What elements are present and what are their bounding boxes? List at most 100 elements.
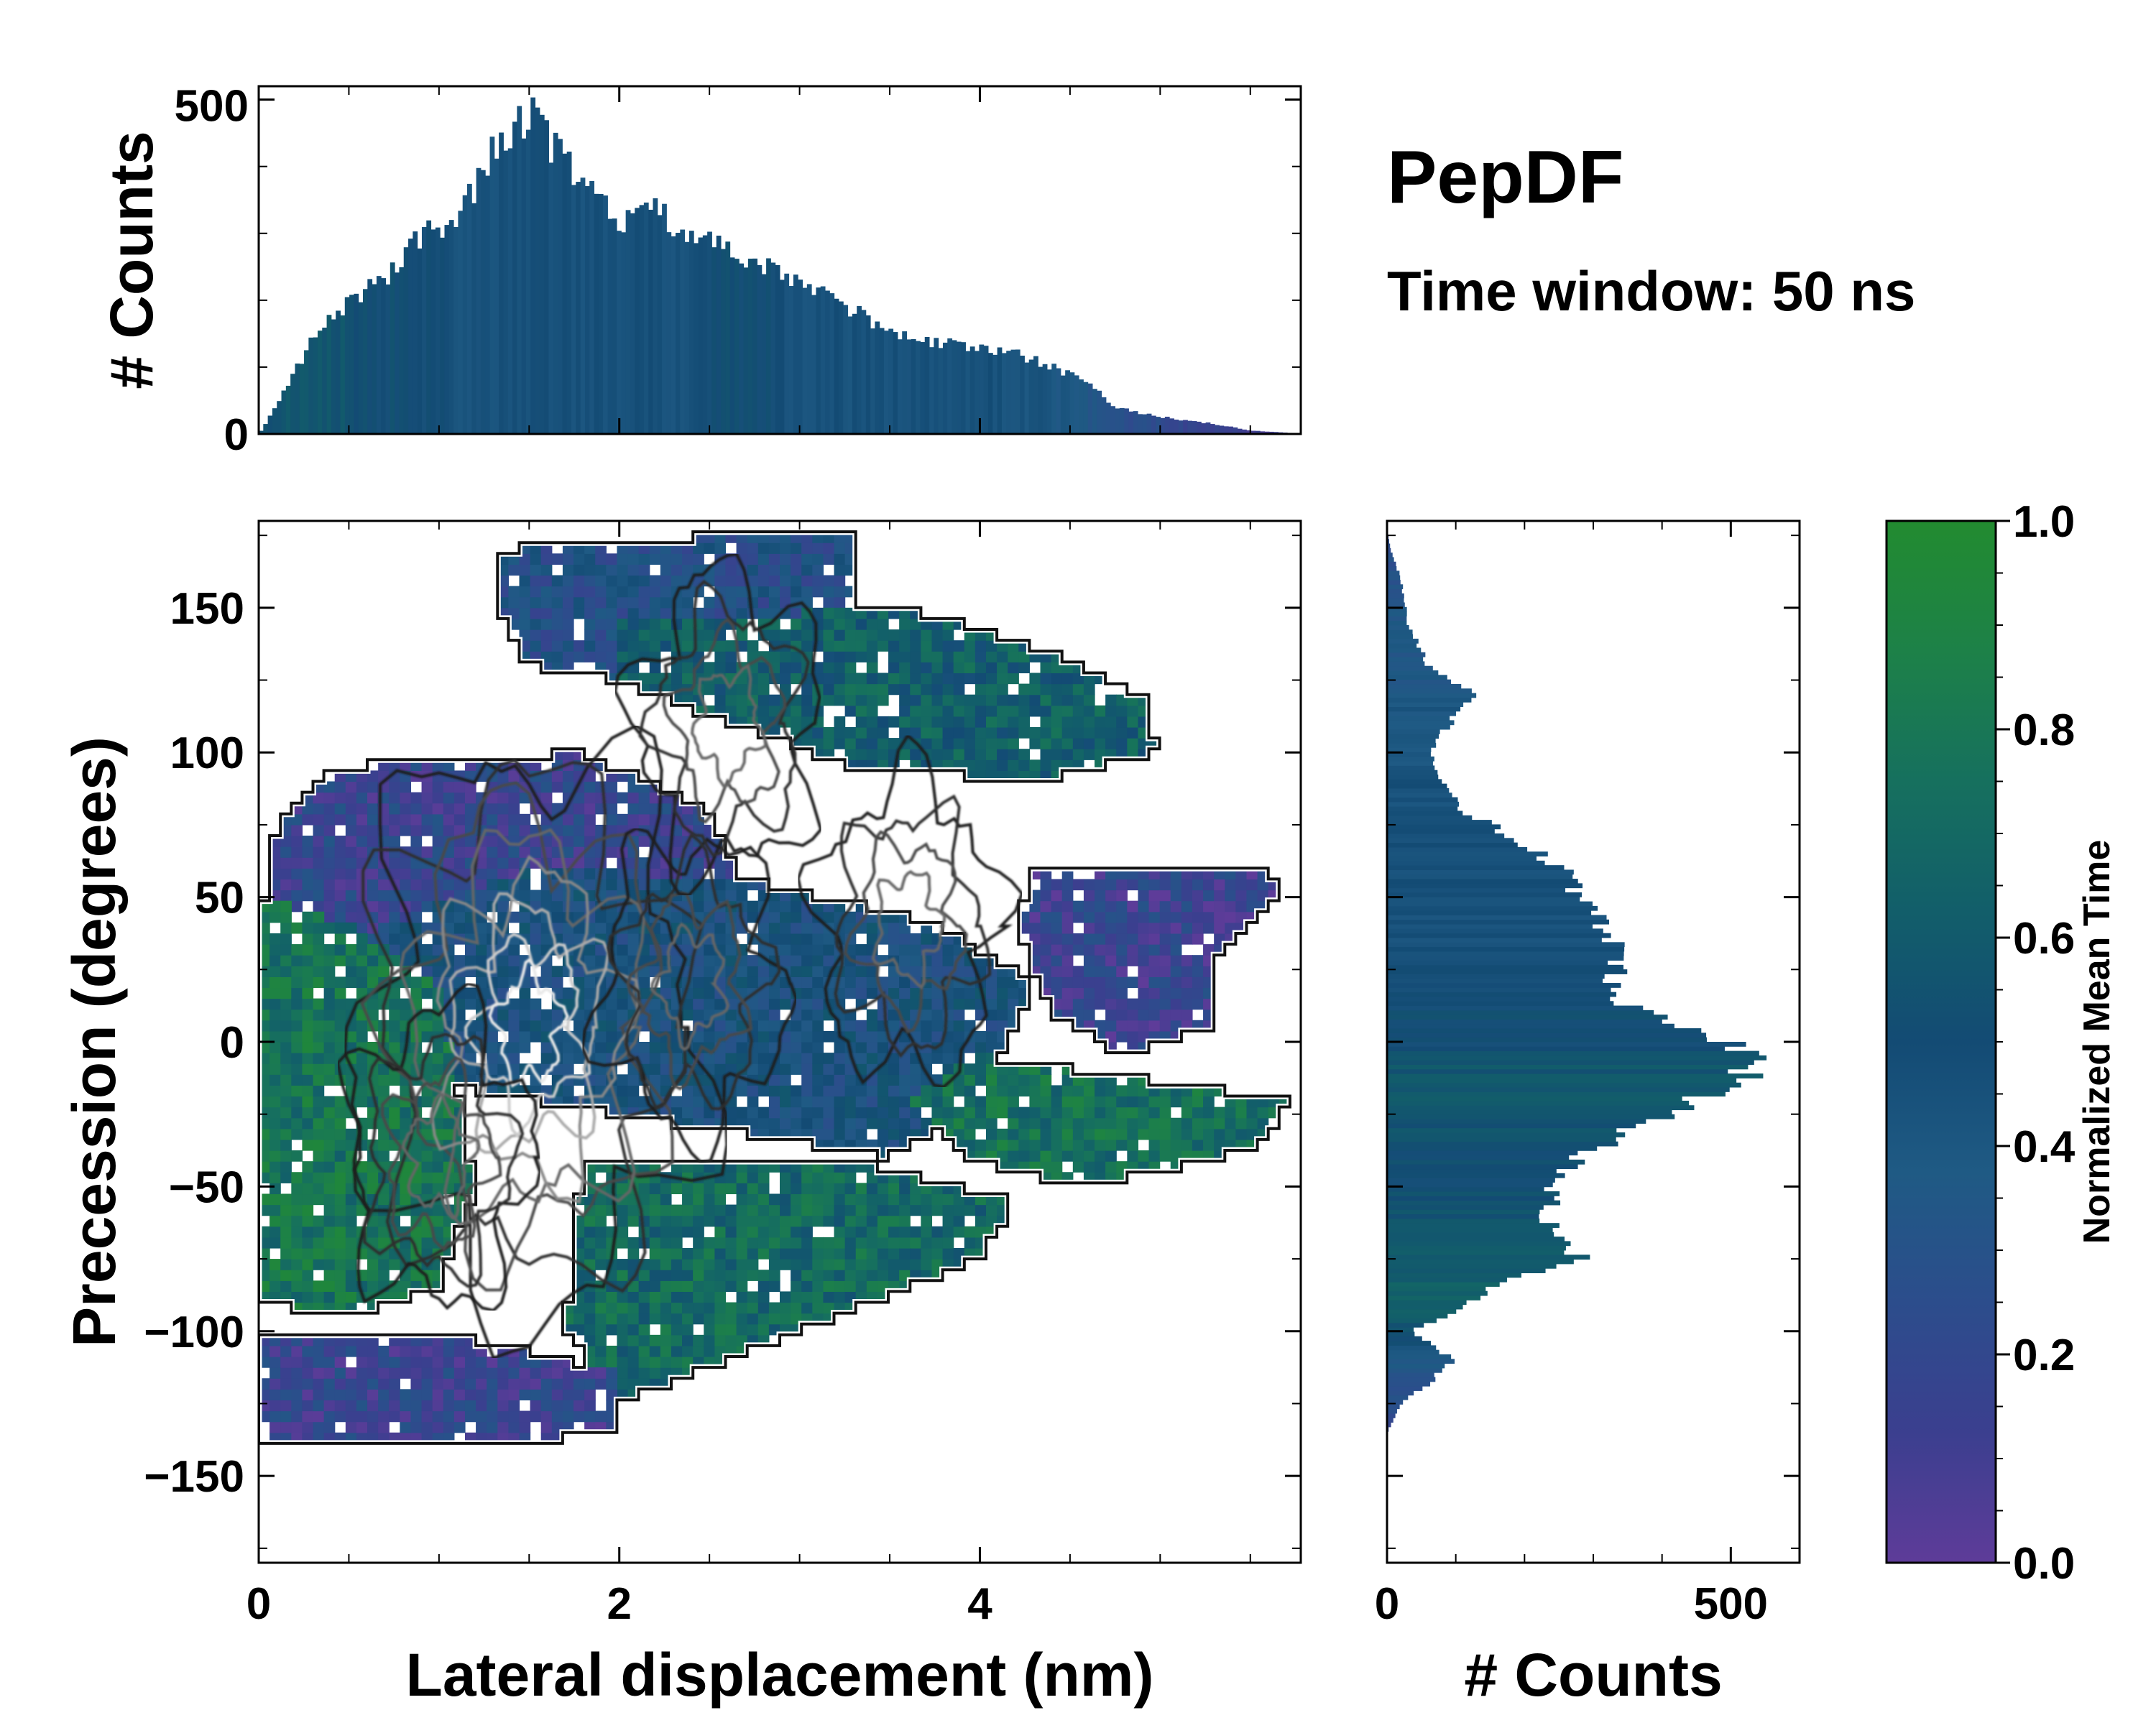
heatmap-cell <box>1127 1107 1138 1119</box>
heatmap-cell <box>1029 1107 1041 1119</box>
heatmap-cell <box>714 662 726 673</box>
heatmap-cell <box>584 619 596 630</box>
heatmap-cell <box>758 1183 770 1194</box>
right-histogram-bar <box>1387 1032 1706 1038</box>
heatmap-cell <box>660 586 672 598</box>
heatmap-cell <box>639 1270 650 1281</box>
heatmap-cell <box>1051 1129 1063 1140</box>
heatmap-cell <box>378 966 390 977</box>
heatmap-cell <box>769 1009 780 1021</box>
heatmap-cell <box>465 803 476 815</box>
top-histogram-bar <box>599 194 604 434</box>
heatmap-cell <box>356 1053 368 1064</box>
heatmap-cell <box>1062 912 1074 923</box>
heatmap-cell <box>335 976 346 988</box>
heatmap-cell <box>1084 1129 1095 1140</box>
heatmap-cell <box>606 1324 617 1336</box>
top-histogram-bar <box>617 231 622 434</box>
heatmap-cell <box>541 1411 553 1423</box>
right-histogram-bar <box>1387 942 1625 947</box>
heatmap-cell <box>867 1248 878 1260</box>
right-histogram-bar <box>1387 602 1405 607</box>
heatmap-cell <box>378 1367 390 1379</box>
heatmap-cell <box>280 1422 292 1433</box>
heatmap-cell <box>856 1118 867 1129</box>
heatmap-cell <box>410 901 422 912</box>
heatmap-cell <box>1116 1107 1128 1119</box>
heatmap-cell <box>801 695 813 706</box>
heatmap-cell <box>520 1042 531 1053</box>
heatmap-cell <box>606 651 617 662</box>
heatmap-cell <box>497 955 509 966</box>
heatmap-cell <box>845 1248 857 1260</box>
top-histogram-bar <box>934 338 939 434</box>
heatmap-cell <box>563 814 574 826</box>
heatmap-cell <box>552 651 563 662</box>
heatmap-cell <box>1138 1009 1149 1021</box>
heatmap-cell <box>725 1226 737 1238</box>
right-histogram-bar <box>1387 802 1459 807</box>
heatmap-cell <box>389 1346 400 1357</box>
heatmap-cell <box>443 814 455 826</box>
heatmap-cell <box>943 738 954 749</box>
heatmap-cell <box>389 1378 400 1390</box>
heatmap-cell <box>845 673 857 684</box>
heatmap-cell <box>888 976 900 988</box>
heatmap-cell <box>606 793 617 804</box>
heatmap-cell <box>1181 955 1193 966</box>
heatmap-cell <box>801 1009 813 1021</box>
heatmap-cell <box>845 1118 857 1129</box>
heatmap-cell <box>725 955 737 966</box>
heatmap-cell <box>975 1042 987 1053</box>
heatmap-cell <box>465 1367 476 1379</box>
heatmap-cell <box>921 695 932 706</box>
heatmap-cell <box>497 868 509 879</box>
heatmap-cell <box>628 1357 640 1368</box>
right-histogram-bar <box>1387 906 1598 911</box>
heatmap-cell <box>1073 1129 1084 1140</box>
heatmap-cell <box>867 1193 878 1205</box>
heatmap-cell <box>812 966 824 977</box>
heatmap-cell <box>834 1270 846 1281</box>
heatmap-cell <box>1018 1140 1030 1151</box>
heatmap-cell <box>856 966 867 977</box>
heatmap-cell <box>1105 1161 1117 1173</box>
heatmap-cell <box>1138 1020 1149 1032</box>
heatmap-cell <box>758 1053 770 1064</box>
heatmap-cell <box>704 1053 715 1064</box>
heatmap-cell <box>530 846 542 858</box>
top-histogram-bar <box>644 203 649 434</box>
heatmap-cell <box>410 1400 422 1411</box>
heatmap-cell <box>780 1042 791 1053</box>
heatmap-cell <box>530 999 542 1010</box>
heatmap-cell <box>1051 1107 1063 1119</box>
heatmap-cell <box>650 1237 661 1249</box>
heatmap-cell <box>367 825 379 836</box>
heatmap-cell <box>497 793 509 804</box>
heatmap-cell <box>302 1063 313 1075</box>
top-histogram-bar <box>829 293 834 434</box>
heatmap-cell <box>595 608 607 619</box>
top-histogram-bar <box>490 137 495 434</box>
top-histogram-bar <box>322 328 327 434</box>
heatmap-cell <box>747 1107 759 1119</box>
top-histogram-bar <box>1110 406 1115 434</box>
heatmap-cell <box>888 1248 900 1260</box>
heatmap-cell <box>910 684 921 696</box>
top-histogram-bar <box>811 295 816 434</box>
heatmap-cell <box>280 1280 292 1292</box>
heatmap-cell <box>823 1183 834 1194</box>
heatmap-cell <box>758 999 770 1010</box>
heatmap-cell <box>921 716 932 728</box>
heatmap-cell <box>780 1193 791 1205</box>
heatmap-cell <box>1138 1150 1149 1162</box>
heatmap-cell <box>302 1140 313 1151</box>
heatmap-cell <box>704 1248 715 1260</box>
heatmap-cell <box>737 1085 748 1096</box>
heatmap-cell <box>443 879 455 890</box>
right-histogram-bar <box>1387 770 1437 775</box>
heatmap-cell <box>1062 738 1074 749</box>
heatmap-cell <box>931 1009 943 1021</box>
heatmap-cell <box>324 966 336 977</box>
heatmap-cell <box>280 1074 292 1086</box>
